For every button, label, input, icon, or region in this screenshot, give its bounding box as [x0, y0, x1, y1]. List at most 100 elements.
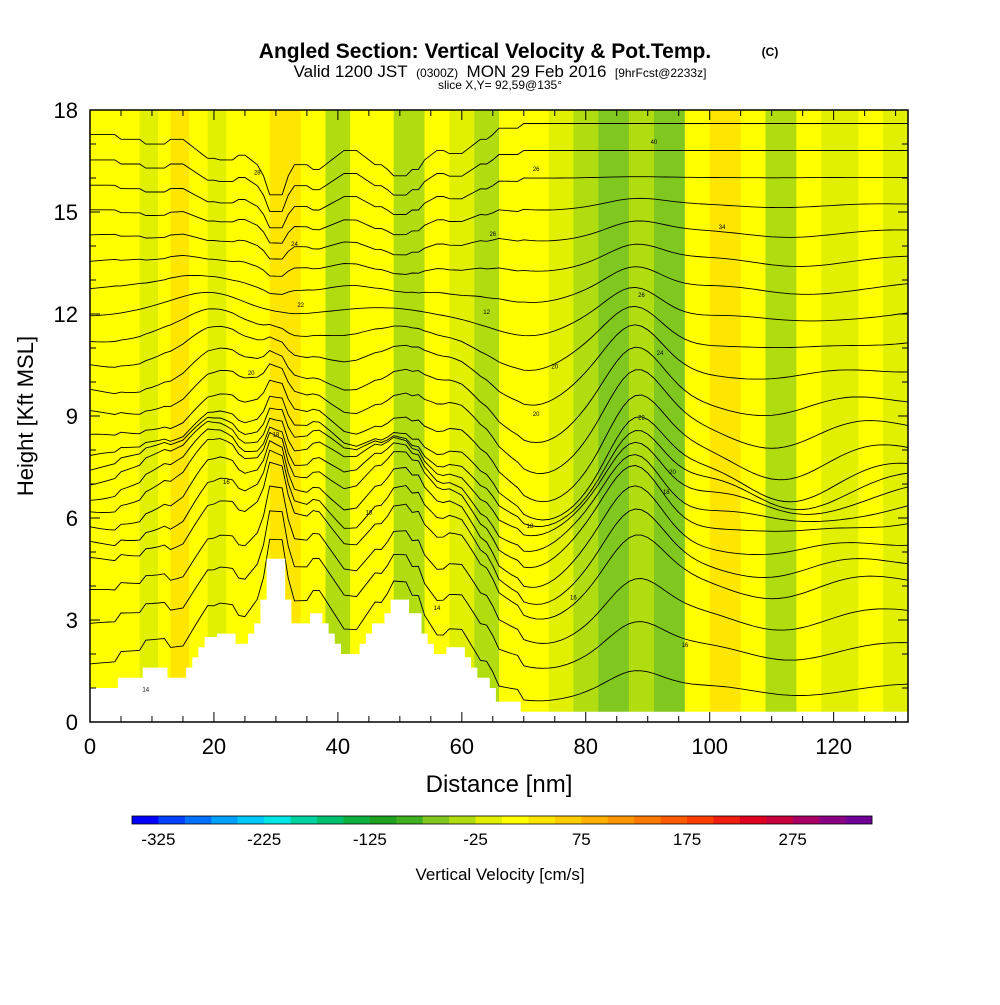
chart-subtitle: Valid 1200 JST (0300Z) MON 29 Feb 2016 [… — [294, 62, 707, 81]
colorbar-swatch — [184, 816, 212, 824]
isentrope-label: 16 — [570, 596, 577, 602]
isentrope-line — [90, 266, 908, 303]
isentrope-label: 26 — [638, 293, 645, 299]
y-tick-label: 9 — [66, 404, 78, 429]
isentrope-line — [90, 379, 908, 503]
colorbar-tick-label: 175 — [673, 830, 701, 849]
x-tick-label: 80 — [574, 734, 598, 759]
isentrope-line — [90, 395, 908, 521]
isentrope-label: 28 — [254, 171, 261, 177]
isentrope-line — [90, 197, 908, 244]
isentrope-label: 16 — [682, 643, 689, 649]
isentrope-line — [90, 176, 908, 229]
velocity-band — [548, 110, 574, 722]
isentrope-line — [90, 440, 908, 588]
velocity-band — [684, 110, 710, 722]
subtitle-date: MON 29 Feb 2016 — [467, 62, 607, 81]
isentrope-label: 24 — [657, 351, 664, 357]
velocity-band — [653, 110, 685, 722]
velocity-band — [598, 110, 630, 722]
isentrope-line — [90, 417, 908, 537]
y-tick-label: 15 — [54, 200, 78, 225]
velocity-band — [120, 110, 140, 722]
isentrope-label: 34 — [719, 225, 726, 231]
isentrope-line — [90, 243, 908, 277]
isentrope-line — [90, 510, 908, 669]
isentrope-label: 22 — [638, 415, 645, 421]
isentrope-label: 24 — [291, 242, 298, 248]
colorbar-swatch — [739, 816, 767, 824]
colorbar-swatch — [687, 816, 714, 824]
x-tick-label: 40 — [326, 734, 350, 759]
colorbar-swatch — [290, 816, 318, 824]
velocity-band — [226, 110, 252, 722]
isentrope-line — [90, 220, 908, 260]
colorbar-swatch — [819, 816, 846, 824]
velocity-band — [858, 110, 884, 722]
colorbar-ticks: -325 -225 -125 -25 75 175 275 — [141, 830, 806, 849]
isentrope-label: 26 — [533, 167, 540, 173]
colorbar-swatch — [449, 816, 476, 824]
velocity-band — [350, 110, 376, 722]
colorbar-swatch — [237, 816, 265, 824]
chart-slice-text: slice X,Y= 92,59@135° — [438, 78, 562, 92]
subtitle-zulu: (0300Z) — [416, 66, 458, 80]
terrain-mask — [90, 558, 908, 722]
isentrope-labels: 14 16 18 14 18 16 18 16 18 20 22 24 28 12 26 26 20 20 22 20… — [142, 140, 726, 693]
isentrope-line — [90, 431, 908, 569]
velocity-band — [158, 110, 171, 722]
velocity-band — [821, 110, 859, 722]
velocity-band — [375, 110, 394, 722]
y-axis: 0 3 6 9 12 15 18 — [54, 98, 908, 735]
velocity-band — [629, 110, 654, 722]
velocity-band — [449, 110, 475, 722]
colorbar-tick-label: 75 — [572, 830, 591, 849]
colorbar-swatch — [396, 816, 424, 824]
colorbar-swatch — [792, 816, 820, 824]
colorbar-swatch — [475, 816, 503, 824]
colorbar-tick-label: 275 — [779, 830, 807, 849]
velocity-band — [523, 110, 549, 722]
isentrope-contours — [90, 123, 908, 702]
isentrope-label: 40 — [651, 140, 658, 146]
colorbar-swatch — [581, 816, 609, 824]
velocity-band — [424, 110, 450, 722]
colorbar — [131, 815, 873, 825]
colorbar-tick-label: -225 — [247, 830, 281, 849]
isentrope-label: 16 — [223, 480, 230, 486]
isentrope-line — [90, 538, 908, 702]
isentrope-label: 18 — [273, 432, 280, 438]
colorbar-swatch — [502, 816, 529, 824]
isentrope-line — [90, 461, 908, 620]
isentrope-line — [90, 407, 908, 527]
colorbar-swatch — [528, 816, 556, 824]
x-tick-label: 60 — [450, 734, 474, 759]
colorbar-label: Vertical Velocity [cm/s] — [415, 865, 584, 884]
colorbar-swatch — [264, 816, 291, 824]
colorbar-swatch — [211, 816, 239, 824]
velocity-band — [765, 110, 797, 722]
terrain — [90, 558, 908, 722]
velocity-band — [474, 110, 499, 722]
x-axis: 0 20 40 60 80 100 120 — [84, 110, 897, 759]
colorbar-swatch — [317, 816, 344, 824]
velocity-band — [207, 110, 227, 722]
x-tick-label: 20 — [202, 734, 226, 759]
isentrope-line — [90, 449, 908, 605]
isentrope-label: 14 — [434, 606, 441, 612]
colorbar-swatch — [660, 816, 688, 824]
isentrope-label: 12 — [483, 310, 490, 316]
isentrope-label: 22 — [297, 303, 304, 309]
velocity-band — [709, 110, 741, 722]
isentrope-line — [90, 305, 908, 371]
isentrope-label: 26 — [489, 232, 496, 238]
velocity-band — [325, 110, 351, 722]
colorbar-swatch — [132, 816, 159, 824]
y-axis-label: Height [Kft MSL] — [13, 336, 38, 496]
x-tick-label: 100 — [691, 734, 728, 759]
colorbar-swatch — [369, 816, 397, 824]
velocity-band — [170, 110, 190, 722]
subtitle-prefix: Valid 1200 JST — [294, 62, 408, 81]
